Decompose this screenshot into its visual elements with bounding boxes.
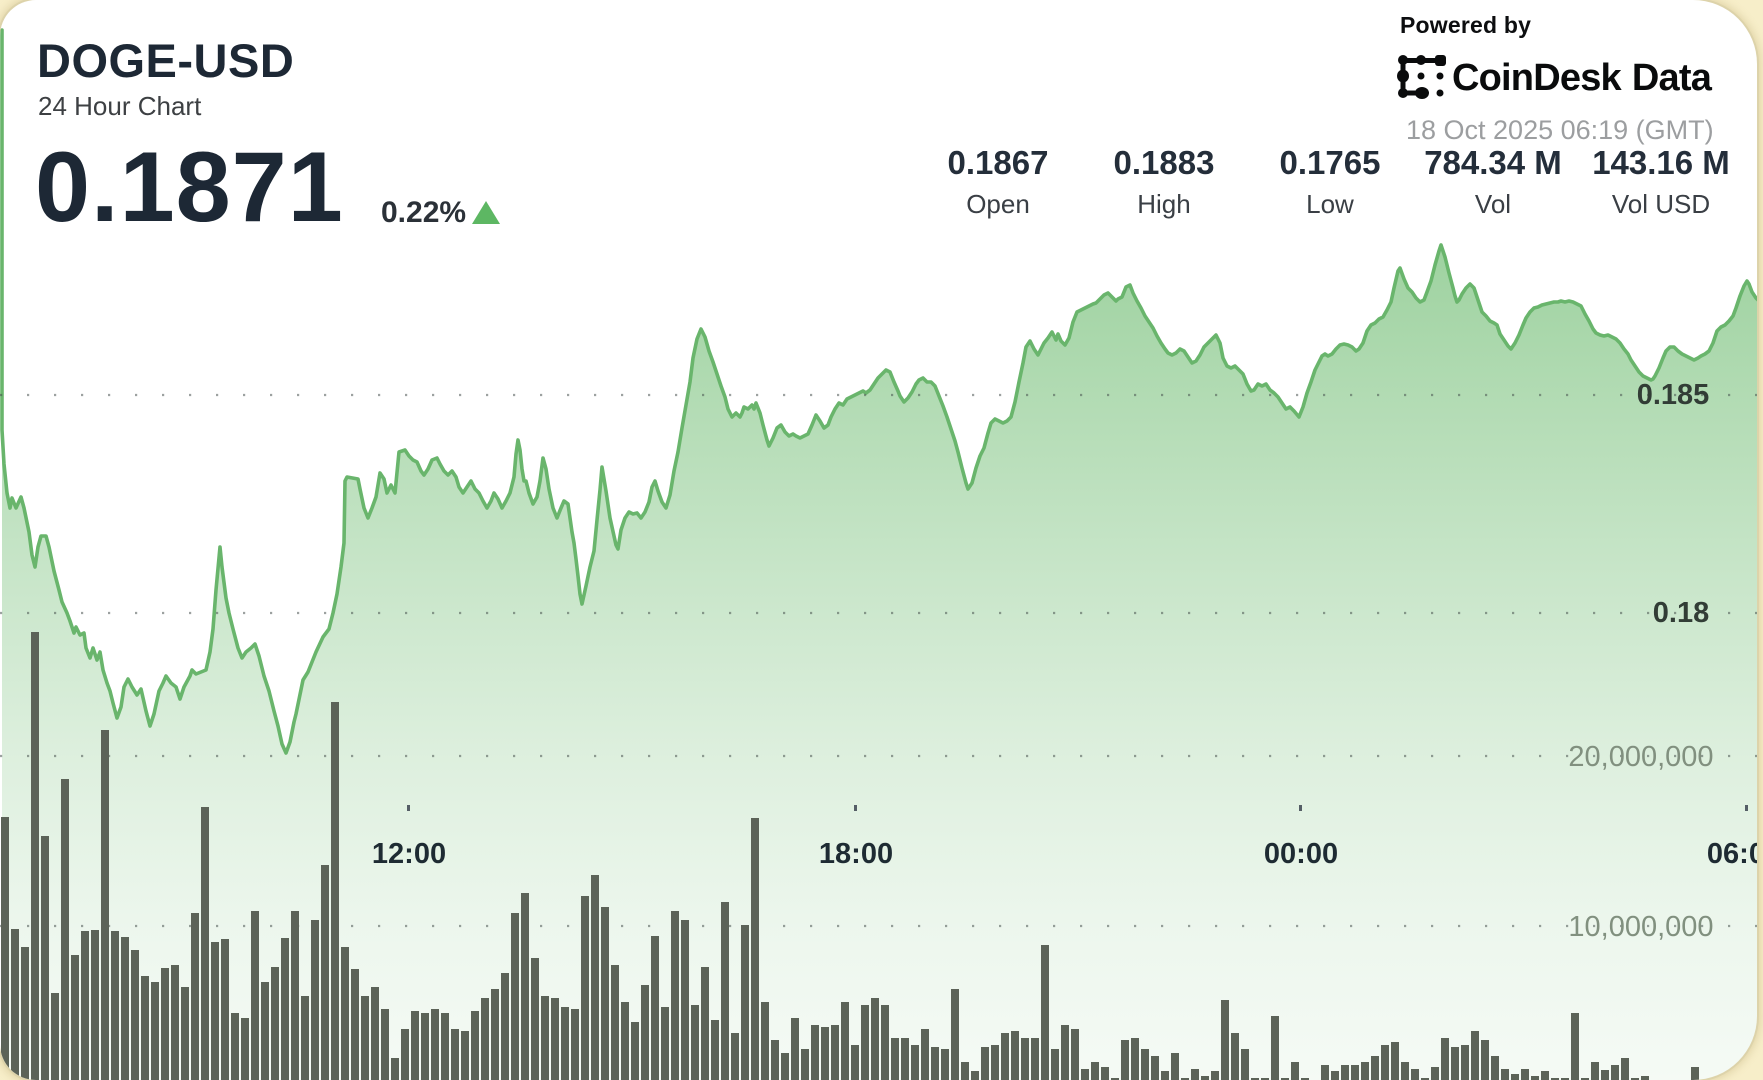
svg-text:06:00: 06:00 <box>1707 838 1757 870</box>
svg-text:10,000,000: 10,000,000 <box>1568 911 1713 943</box>
svg-text:0.185: 0.185 <box>1637 379 1710 411</box>
svg-text:20,000,000: 20,000,000 <box>1568 741 1713 773</box>
svg-text:00:00: 00:00 <box>1264 838 1338 870</box>
svg-text:18:00: 18:00 <box>819 838 893 870</box>
svg-text:0.18: 0.18 <box>1653 597 1709 629</box>
svg-text:12:00: 12:00 <box>372 838 446 870</box>
